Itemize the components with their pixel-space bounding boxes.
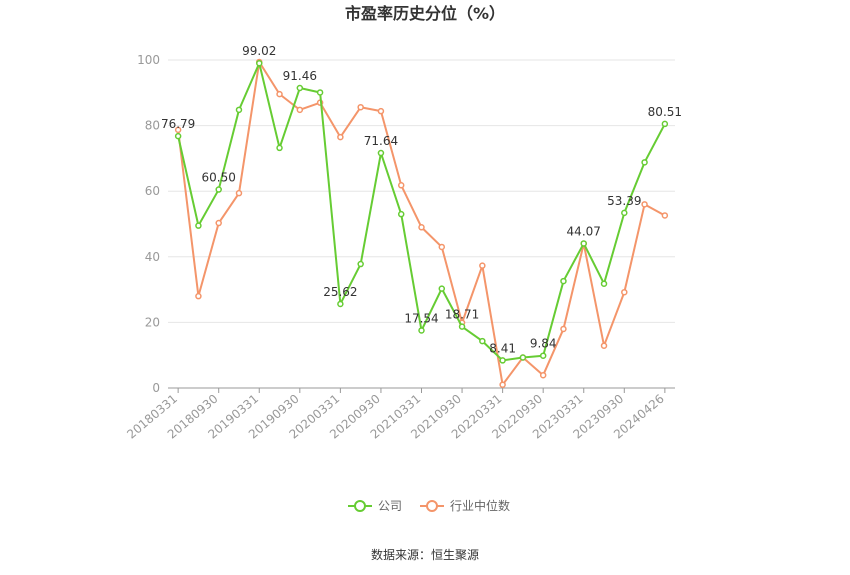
data-label: 71.64 [364, 134, 398, 148]
data-point [661, 212, 669, 219]
data-point [357, 260, 364, 268]
data-label: 76.79 [161, 117, 195, 131]
data-point [539, 352, 547, 359]
data-label: 44.07 [567, 224, 601, 238]
data-label: 9.84 [530, 337, 557, 351]
data-point [621, 288, 628, 296]
data-label: 60.50 [202, 171, 236, 185]
data-point [641, 159, 648, 166]
data-point [560, 277, 567, 285]
data-point [418, 224, 425, 231]
data-point [499, 357, 506, 364]
data-label: 25.62 [323, 285, 357, 299]
data-point [215, 186, 222, 193]
legend-item[interactable]: 行业中位数 [420, 498, 510, 513]
data-point [600, 342, 608, 349]
data-point [418, 327, 425, 334]
data-point [174, 132, 182, 140]
data-point [661, 120, 669, 128]
y-tick-label: 80 [145, 119, 160, 133]
data-point [641, 201, 648, 208]
series-line [177, 60, 666, 386]
legend-swatch-marker [426, 500, 438, 512]
data-labels: 76.79 60.50 99.02 91.46 25.62 71.64 17.54 18.71… [161, 44, 682, 355]
x-axis: 2018033120180930201903312019093020200331… [124, 387, 675, 442]
data-label: 18.71 [445, 308, 479, 322]
data-point [357, 103, 364, 111]
data-point [499, 381, 506, 388]
data-point [539, 371, 547, 379]
y-tick-label: 0 [152, 381, 160, 395]
data-point [580, 240, 587, 247]
data-point [195, 222, 202, 229]
data-label: 80.51 [648, 105, 682, 119]
data-label: 99.02 [242, 44, 276, 58]
data-point [621, 209, 628, 217]
legend[interactable]: 公司 行业中位数 [348, 498, 510, 513]
data-point [276, 90, 283, 98]
data-point [256, 59, 263, 67]
y-axis-ticks: 0 20 40 60 80 100 [137, 53, 160, 395]
data-point [235, 189, 243, 197]
data-point [276, 144, 283, 152]
data-point [316, 89, 324, 96]
data-point [377, 107, 385, 115]
y-tick-label: 40 [145, 250, 160, 264]
legend-swatch-marker [354, 500, 366, 512]
source-note: 数据来源：恒生聚源 [371, 547, 479, 562]
chart-title: 市盈率历史分位（%） [345, 4, 505, 23]
data-point [438, 285, 446, 292]
data-point [377, 149, 385, 157]
data-point [438, 243, 446, 251]
data-point [397, 210, 405, 218]
data-point [458, 323, 466, 330]
data-point [215, 219, 222, 227]
data-label: 17.54 [404, 311, 438, 325]
data-point [600, 280, 608, 287]
data-point [479, 262, 486, 269]
data-point [235, 106, 243, 114]
data-point [337, 300, 344, 308]
y-tick-label: 60 [145, 184, 160, 198]
data-point [195, 292, 202, 300]
series-layer [174, 58, 669, 388]
legend-label: 公司 [378, 499, 402, 513]
data-label: 53.39 [607, 194, 641, 208]
data-point [397, 182, 405, 189]
data-point [337, 133, 344, 141]
data-point [174, 126, 182, 134]
data-label: 91.46 [283, 69, 317, 83]
data-point [560, 325, 567, 333]
data-point [296, 84, 304, 92]
data-label: 8.41 [489, 341, 516, 355]
y-tick-label: 100 [137, 53, 160, 67]
legend-label: 行业中位数 [450, 498, 510, 513]
data-point [296, 106, 304, 114]
y-tick-label: 20 [145, 315, 160, 329]
legend-item[interactable]: 公司 [348, 499, 402, 513]
data-point [519, 354, 527, 361]
data-point [479, 337, 486, 345]
